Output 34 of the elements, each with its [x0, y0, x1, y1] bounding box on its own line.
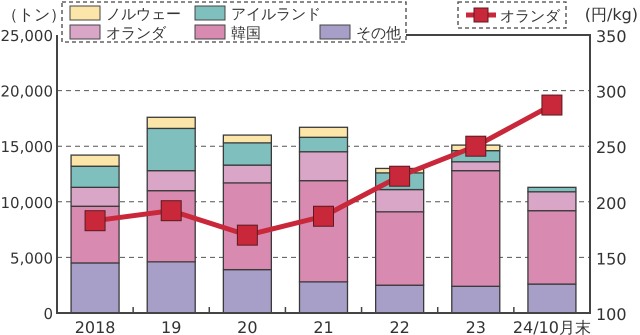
point [236, 224, 258, 246]
legend-label: オランダ [106, 24, 167, 42]
y2-axis-title: (円/kg) [584, 5, 638, 24]
point [465, 136, 486, 157]
point [313, 206, 334, 227]
legend-label: オランダ [500, 7, 561, 25]
y2-tick-label: 300 [596, 82, 627, 102]
point [389, 166, 410, 187]
y-tick-label: 10,000 [0, 194, 53, 212]
x-tick-label: 21 [313, 318, 334, 335]
y2-tick-label: 350 [596, 27, 627, 46]
point [160, 200, 182, 222]
x-tick-label: 24/10月末 [512, 318, 591, 335]
x-tick-label: 20 [237, 318, 258, 335]
legend-label: その他 [356, 24, 401, 42]
y2-tick-label: 150 [596, 249, 627, 268]
legend-label: アイルランド [231, 5, 321, 23]
y-tick-label: 25,000 [0, 27, 53, 45]
y2-tick-label: 250 [596, 138, 627, 158]
legend-label: 韓国 [231, 24, 261, 42]
point [541, 94, 562, 116]
point [84, 210, 106, 232]
x-tick-label: 19 [161, 318, 182, 335]
legend-label: ノルウェー [106, 5, 181, 23]
x-tick-label: 23 [466, 318, 486, 335]
y-tick-label: 0 [43, 305, 53, 323]
x-tick-label: 2018 [74, 318, 116, 335]
x-tick-label: 22 [389, 318, 410, 335]
y-tick-label: 20,000 [0, 82, 53, 101]
y-tick-label: 5,000 [10, 249, 53, 268]
y-axis-title: （トン） [2, 5, 66, 24]
y-tick-label: 15,000 [0, 138, 53, 156]
y2-tick-label: 100 [596, 305, 627, 324]
y2-tick-label: 200 [596, 194, 627, 213]
